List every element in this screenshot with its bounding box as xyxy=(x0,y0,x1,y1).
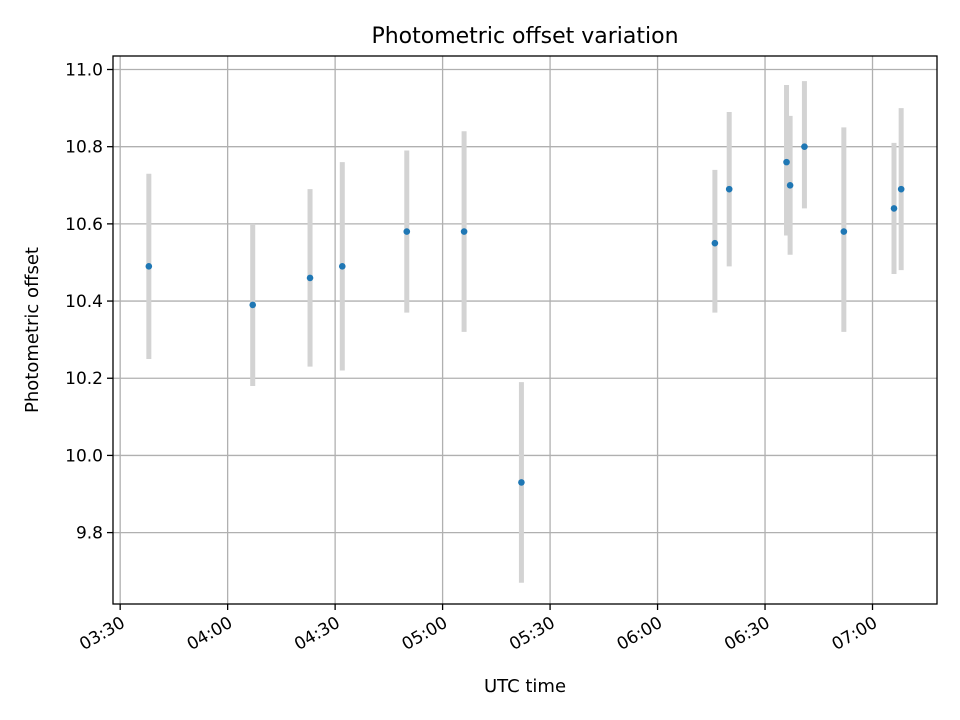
data-point xyxy=(840,228,848,235)
y-axis-label: Photometric offset xyxy=(22,247,43,413)
x-tick-label: 06:30 xyxy=(721,613,773,655)
data-point xyxy=(890,205,898,212)
y-tick-label: 10.0 xyxy=(65,446,103,466)
x-tick-label: 07:00 xyxy=(829,613,881,655)
data-point xyxy=(711,239,719,247)
y-tick-label: 10.6 xyxy=(65,215,103,235)
x-tick-label: 06:00 xyxy=(614,613,666,655)
data-point xyxy=(249,301,257,309)
y-tick-label: 10.8 xyxy=(65,138,103,158)
y-tick-label: 10.2 xyxy=(65,369,103,389)
y-axis: 9.8 10.0 10.2 10.4 10.6 10.8 11.0 xyxy=(65,61,113,544)
y-tick-label: 9.8 xyxy=(76,524,103,544)
data-point xyxy=(897,185,905,193)
x-tick-label: 05:30 xyxy=(506,613,558,655)
data-point xyxy=(403,228,411,235)
data-point xyxy=(783,158,790,166)
data-point xyxy=(460,228,468,235)
data-point xyxy=(306,274,314,282)
x-tick-label: 05:00 xyxy=(399,613,451,655)
chart-title: Photometric offset variation xyxy=(371,24,678,49)
data-point xyxy=(518,479,525,486)
data-points xyxy=(145,143,905,486)
x-axis: 03:30 04:00 04:30 05:00 05:30 06:00 06:30 07:00 xyxy=(76,604,881,655)
data-point xyxy=(145,263,153,270)
data-point xyxy=(338,263,346,270)
x-axis-label: UTC time xyxy=(484,676,566,697)
x-tick-label: 04:30 xyxy=(291,613,343,655)
data-point xyxy=(786,181,794,189)
x-tick-label: 04:00 xyxy=(184,613,236,655)
y-tick-label: 10.4 xyxy=(65,292,103,312)
data-point xyxy=(725,185,733,193)
data-point xyxy=(801,143,808,150)
y-tick-label: 11.0 xyxy=(65,61,103,81)
grid xyxy=(113,56,937,604)
plot-frame xyxy=(112,55,938,605)
error-bars xyxy=(146,81,904,583)
x-tick-label: 03:30 xyxy=(76,613,128,655)
